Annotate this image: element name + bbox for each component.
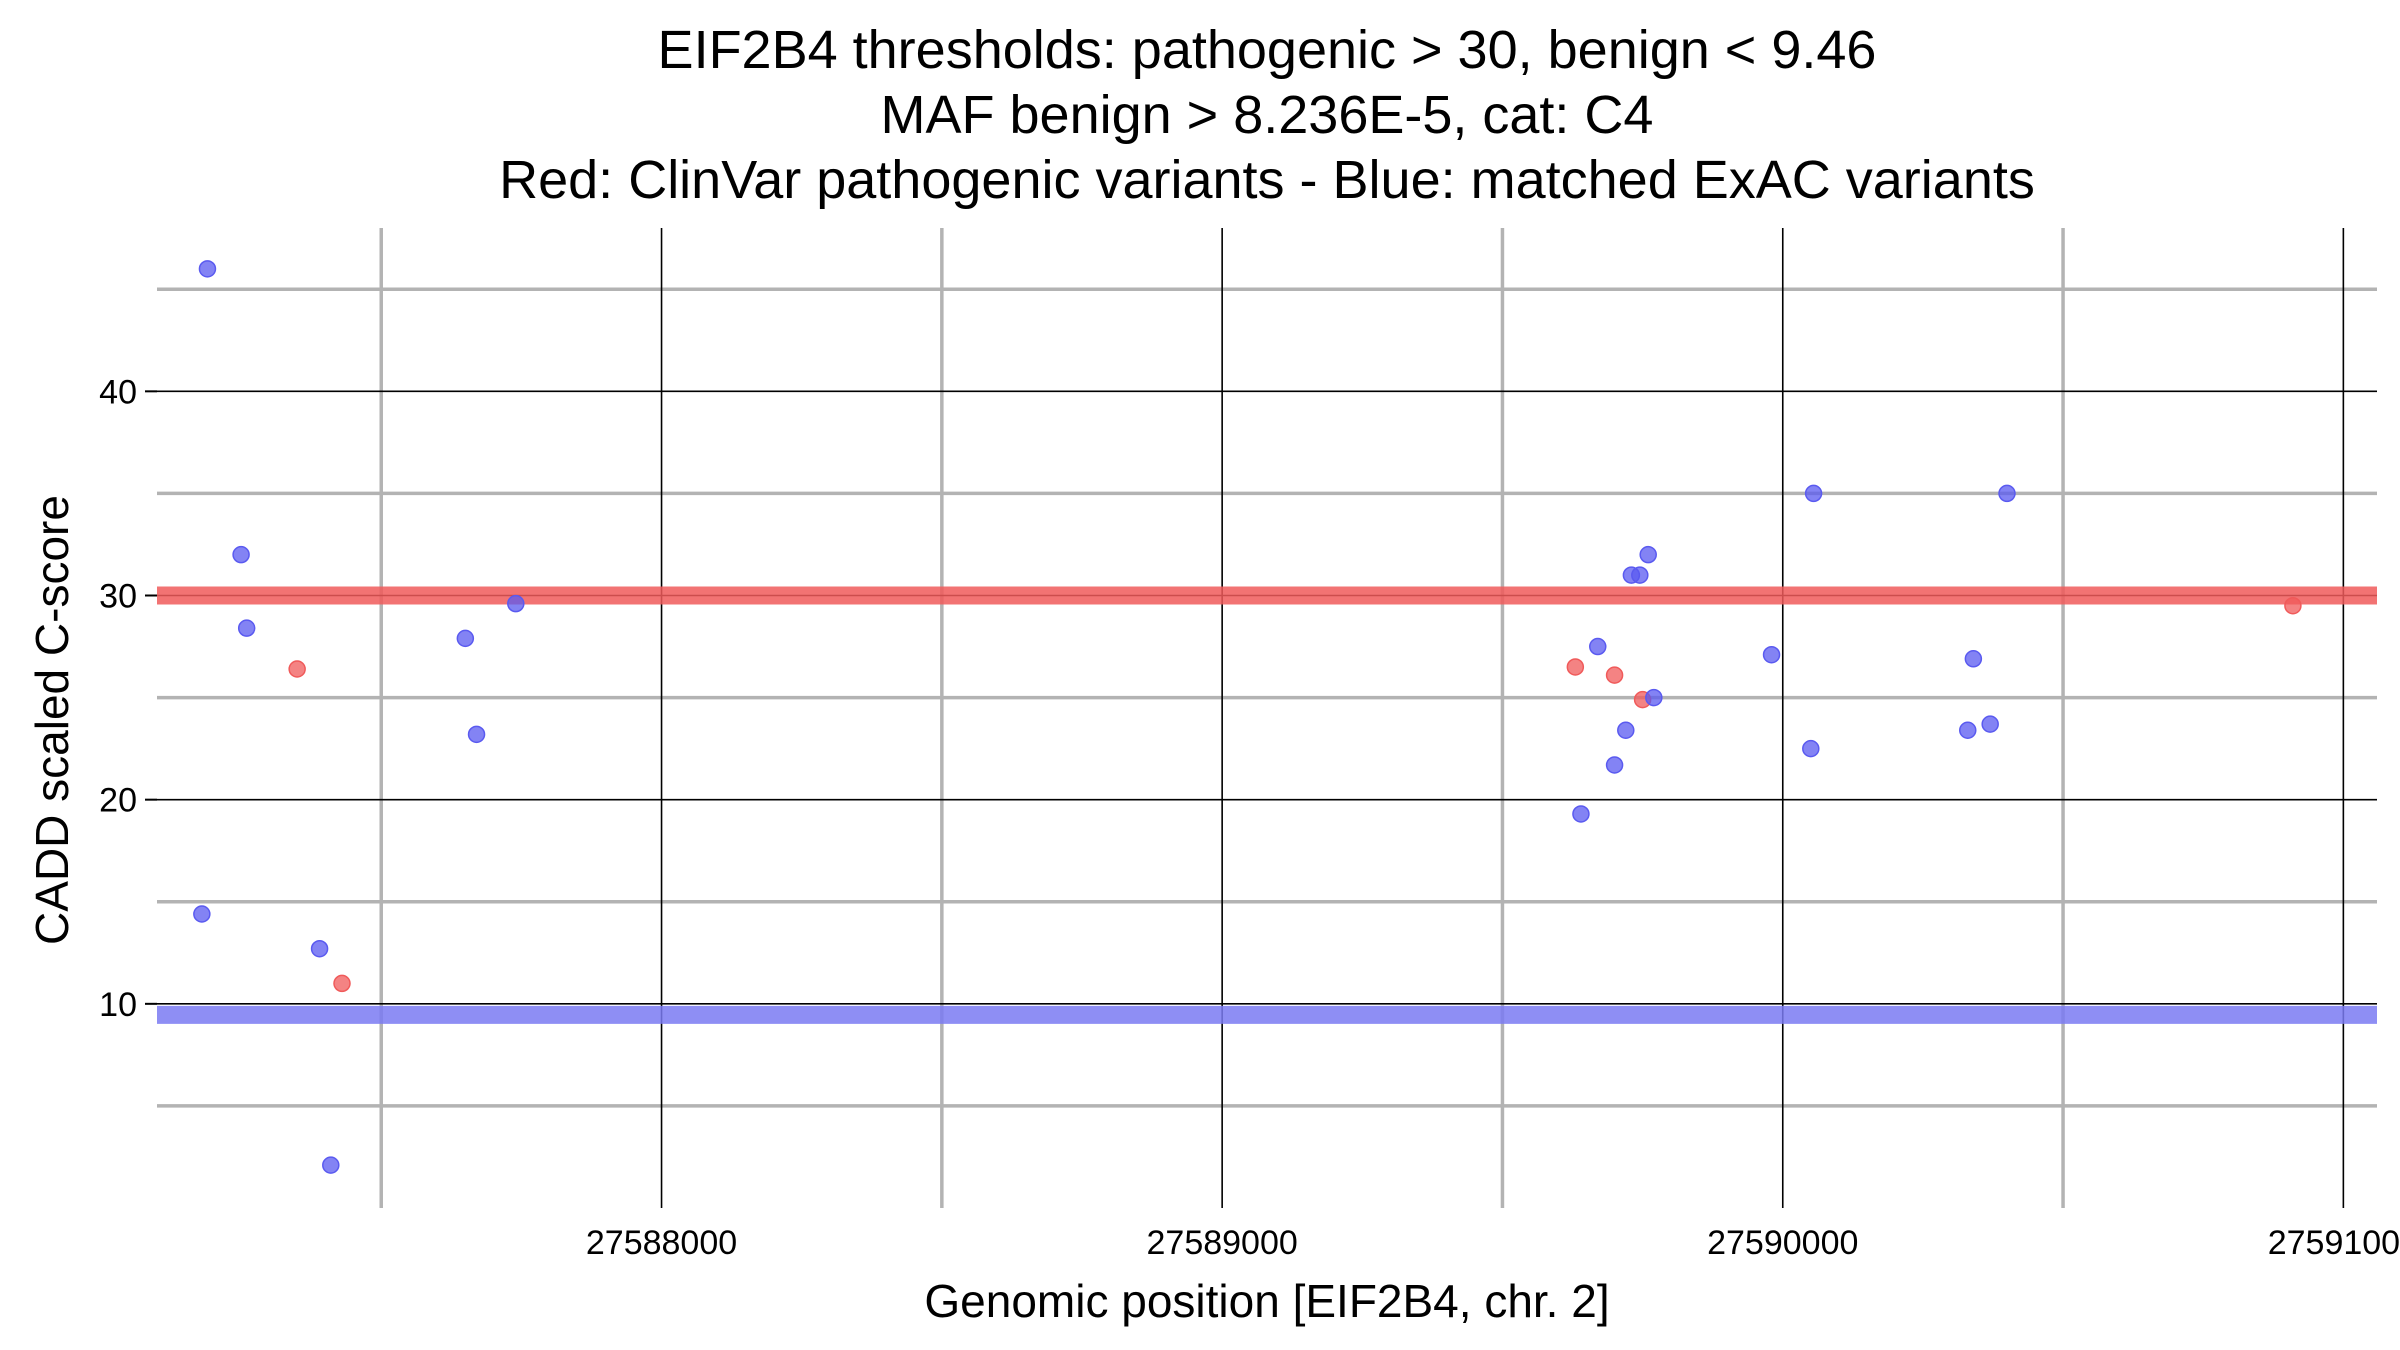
data-point-series-2 — [1762, 645, 1781, 664]
data-point-series-2 — [1617, 721, 1635, 739]
data-point-series-2 — [310, 939, 329, 958]
data-point-series-1 — [333, 974, 351, 993]
chart-title-line-1: EIF2B4 thresholds: pathogenic > 30, beni… — [658, 20, 1877, 80]
data-point-series-2 — [198, 260, 217, 278]
data-point-series-2 — [1605, 756, 1624, 774]
data-point-series-2 — [232, 545, 250, 564]
data-point-series-2 — [1998, 484, 2016, 503]
x-tick-label: 27591000 — [2268, 1224, 2400, 1262]
x-tick-label: 27589000 — [1147, 1224, 1298, 1262]
data-point-series-2 — [1589, 637, 1607, 656]
data-point-series-2 — [1981, 715, 1999, 733]
chart-title-line-2: MAF benign > 8.236E-5, cat: C4 — [881, 85, 1654, 145]
y-tick-label: 20 — [99, 782, 137, 820]
y-tick-label: 10 — [99, 986, 137, 1024]
data-point-series-2 — [193, 905, 211, 923]
y-tick-label: 40 — [99, 373, 137, 411]
y-axis-ticks: 10 20 30 40 — [99, 373, 157, 1024]
data-point-series-2 — [237, 619, 256, 637]
data-point-series-1 — [1605, 666, 1624, 684]
chart-title: EIF2B4 thresholds: pathogenic > 30, beni… — [499, 20, 2035, 210]
data-point-series-2 — [1572, 805, 1590, 823]
y-tick-label: 30 — [99, 578, 137, 616]
data-point-series-2 — [456, 629, 475, 648]
data-point-series-2 — [1804, 484, 1823, 503]
grid — [157, 228, 2377, 1208]
threshold-lines — [157, 586, 2377, 1024]
data-point-series-2 — [1645, 688, 1663, 707]
data-point-series-2 — [1802, 739, 1820, 758]
y-axis-title: CADD scaled C-score — [26, 495, 78, 945]
data-points — [193, 260, 2302, 1174]
x-axis-ticks: 27588000 27589000 27590000 27591000 — [586, 1224, 2400, 1262]
x-tick-label: 27590000 — [1707, 1224, 1858, 1262]
data-point-series-1 — [1566, 658, 1585, 676]
data-point-series-2 — [1639, 545, 1657, 564]
data-point-series-1 — [2284, 596, 2302, 615]
data-point-series-2 — [507, 594, 525, 613]
data-point-series-2 — [1631, 566, 1649, 584]
x-axis-title: Genomic position [EIF2B4, chr. 2] — [924, 1275, 1609, 1327]
data-point-series-2 — [1959, 721, 1977, 739]
data-point-series-1 — [288, 660, 306, 678]
chart-title-line-3: Red: ClinVar pathogenic variants - Blue:… — [499, 150, 2035, 210]
data-point-series-2 — [467, 725, 486, 744]
data-point-series-2 — [1964, 650, 1983, 668]
x-tick-label: 27588000 — [586, 1224, 737, 1262]
data-point-series-2 — [322, 1156, 340, 1174]
